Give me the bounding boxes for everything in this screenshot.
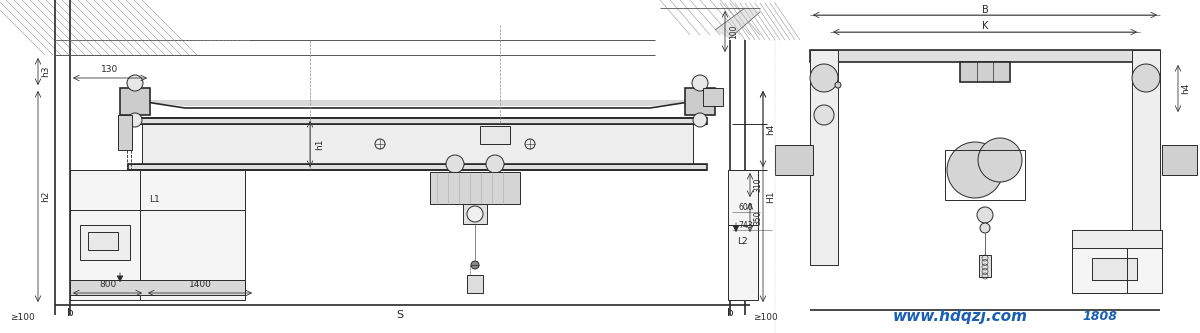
Circle shape	[814, 105, 834, 125]
Bar	[70, 170, 245, 300]
Text: B: B	[982, 5, 989, 15]
Bar	[960, 62, 1010, 82]
Bar	[685, 88, 715, 115]
Bar	[128, 118, 707, 124]
Circle shape	[470, 261, 479, 269]
Circle shape	[467, 206, 482, 222]
Polygon shape	[715, 8, 760, 38]
Circle shape	[977, 207, 994, 223]
Circle shape	[692, 75, 708, 91]
Bar	[142, 124, 694, 164]
Text: L2: L2	[737, 237, 748, 246]
Bar	[1072, 248, 1162, 293]
Text: S: S	[396, 310, 403, 320]
Text: H1: H1	[766, 190, 775, 203]
Text: 100: 100	[730, 24, 738, 39]
Circle shape	[1132, 64, 1160, 92]
Text: K: K	[982, 21, 988, 31]
Text: ≥100: ≥100	[10, 312, 35, 321]
Bar	[979, 255, 991, 277]
Bar	[467, 275, 482, 293]
Text: h4: h4	[766, 123, 775, 135]
Text: h3: h3	[41, 66, 50, 77]
Bar	[1092, 258, 1138, 280]
Bar	[120, 88, 150, 115]
Circle shape	[978, 138, 1022, 182]
Text: b: b	[67, 308, 73, 318]
Bar	[80, 225, 130, 260]
Bar	[118, 115, 132, 150]
Circle shape	[810, 64, 838, 92]
Text: 310: 310	[754, 178, 762, 192]
Bar	[1162, 145, 1198, 175]
Bar	[480, 126, 510, 144]
Circle shape	[128, 113, 142, 127]
Bar	[728, 170, 758, 300]
Text: b: b	[727, 308, 733, 318]
Text: L1: L1	[150, 195, 161, 204]
Bar	[88, 232, 118, 250]
Bar	[775, 145, 814, 175]
Text: h1: h1	[314, 138, 324, 150]
Text: ≥100: ≥100	[754, 312, 778, 321]
Bar	[70, 280, 245, 295]
Text: 743: 743	[739, 221, 754, 230]
Polygon shape	[120, 100, 715, 106]
Bar	[463, 204, 487, 224]
Bar	[128, 164, 707, 170]
Circle shape	[127, 75, 143, 91]
Bar	[1132, 50, 1160, 265]
Text: 600: 600	[739, 203, 754, 212]
Text: www.hdqzj.com: www.hdqzj.com	[893, 308, 1027, 323]
Circle shape	[980, 223, 990, 233]
Circle shape	[446, 155, 464, 173]
Bar	[810, 50, 838, 265]
Text: 130: 130	[101, 65, 119, 74]
Text: 1808: 1808	[1082, 309, 1117, 322]
Circle shape	[947, 142, 1003, 198]
Bar	[946, 150, 1025, 200]
Bar	[430, 172, 520, 204]
Bar	[810, 50, 1160, 62]
Text: h2: h2	[41, 191, 50, 202]
Text: 1400: 1400	[188, 280, 211, 289]
Bar	[703, 88, 722, 106]
Text: h4: h4	[1181, 83, 1190, 94]
Text: 350: 350	[754, 210, 762, 225]
Bar	[1072, 230, 1162, 250]
Circle shape	[486, 155, 504, 173]
Text: 800: 800	[98, 280, 116, 289]
Circle shape	[694, 113, 707, 127]
Circle shape	[835, 82, 841, 88]
